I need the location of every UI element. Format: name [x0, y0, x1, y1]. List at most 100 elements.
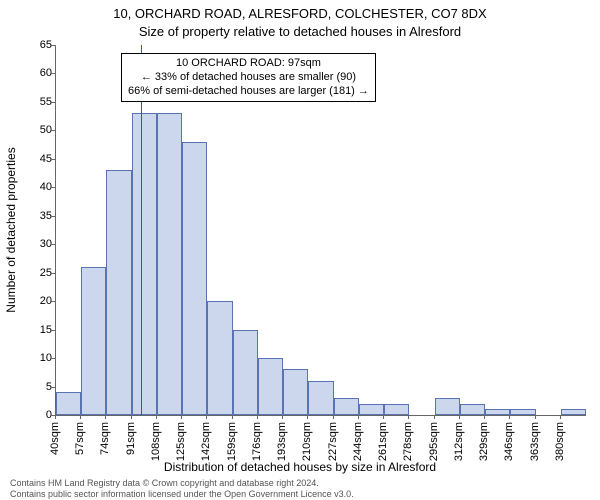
x-tick-mark: [131, 415, 132, 419]
y-tick-mark: [51, 358, 55, 359]
footer-line2: Contains public sector information licen…: [10, 489, 354, 499]
x-tick-mark: [206, 415, 207, 419]
y-tick-mark: [51, 45, 55, 46]
y-tick-mark: [51, 130, 55, 131]
y-tick-label: 5: [12, 381, 52, 393]
histogram-bar: [283, 369, 308, 415]
x-tick-mark: [383, 415, 384, 419]
y-tick-mark: [51, 273, 55, 274]
y-tick-mark: [51, 187, 55, 188]
x-tick-label: 142sqm: [200, 422, 212, 461]
histogram-bar: [435, 398, 460, 415]
y-tick-mark: [51, 159, 55, 160]
annotation-line1: 10 ORCHARD ROAD: 97sqm: [128, 57, 369, 71]
x-tick-mark: [80, 415, 81, 419]
histogram-bar: [561, 409, 586, 415]
y-tick-label: 25: [12, 267, 52, 279]
x-tick-label: 261sqm: [377, 422, 389, 461]
x-tick-mark: [156, 415, 157, 419]
y-tick-label: 0: [12, 409, 52, 421]
x-tick-label: 380sqm: [554, 422, 566, 461]
x-tick-mark: [408, 415, 409, 419]
y-tick-label: 55: [12, 96, 52, 108]
histogram-chart: 10, ORCHARD ROAD, ALRESFORD, COLCHESTER,…: [0, 0, 600, 500]
histogram-bar: [510, 409, 535, 415]
footer-line1: Contains HM Land Registry data © Crown c…: [10, 478, 319, 488]
y-tick-label: 45: [12, 153, 52, 165]
histogram-bar: [157, 113, 182, 415]
y-tick-label: 65: [12, 39, 52, 51]
plot-area: 10 ORCHARD ROAD: 97sqm ← 33% of detached…: [55, 45, 586, 416]
histogram-bar: [132, 113, 157, 415]
y-tick-mark: [51, 102, 55, 103]
histogram-bar: [334, 398, 359, 415]
x-tick-label: 108sqm: [150, 422, 162, 461]
histogram-bar: [106, 170, 131, 415]
histogram-bar: [207, 301, 232, 415]
histogram-bar: [233, 330, 258, 415]
y-tick-mark: [51, 387, 55, 388]
histogram-bar: [258, 358, 283, 415]
annotation-line3: 66% of semi-detached houses are larger (…: [128, 85, 369, 99]
y-tick-mark: [51, 244, 55, 245]
x-tick-mark: [509, 415, 510, 419]
y-tick-label: 40: [12, 181, 52, 193]
x-tick-mark: [358, 415, 359, 419]
x-tick-mark: [232, 415, 233, 419]
annotation-box: 10 ORCHARD ROAD: 97sqm ← 33% of detached…: [121, 53, 376, 102]
x-tick-label: 193sqm: [276, 422, 288, 461]
histogram-bar: [384, 404, 409, 415]
x-tick-mark: [560, 415, 561, 419]
x-tick-mark: [257, 415, 258, 419]
x-tick-mark: [307, 415, 308, 419]
x-tick-mark: [484, 415, 485, 419]
x-tick-mark: [434, 415, 435, 419]
annotation-line2: ← 33% of detached houses are smaller (90…: [128, 71, 369, 85]
x-tick-label: 91sqm: [125, 422, 137, 455]
histogram-bar: [485, 409, 510, 415]
histogram-bar: [182, 142, 207, 415]
histogram-bar: [359, 404, 384, 415]
x-tick-label: 57sqm: [74, 422, 86, 455]
chart-title-address: 10, ORCHARD ROAD, ALRESFORD, COLCHESTER,…: [0, 6, 600, 21]
y-tick-mark: [51, 330, 55, 331]
histogram-bar: [81, 267, 106, 415]
x-tick-label: 210sqm: [301, 422, 313, 461]
x-tick-mark: [55, 415, 56, 419]
x-tick-label: 40sqm: [49, 422, 61, 455]
x-tick-mark: [181, 415, 182, 419]
y-tick-label: 60: [12, 67, 52, 79]
x-tick-label: 346sqm: [503, 422, 515, 461]
x-tick-label: 176sqm: [251, 422, 263, 461]
x-tick-mark: [105, 415, 106, 419]
y-axis-label: Number of detached properties: [4, 147, 18, 312]
x-tick-label: 159sqm: [226, 422, 238, 461]
x-tick-mark: [459, 415, 460, 419]
x-tick-label: 312sqm: [453, 422, 465, 461]
y-tick-label: 30: [12, 238, 52, 250]
y-tick-mark: [51, 301, 55, 302]
x-tick-label: 74sqm: [99, 422, 111, 455]
y-tick-label: 35: [12, 210, 52, 222]
x-tick-mark: [333, 415, 334, 419]
x-tick-label: 125sqm: [175, 422, 187, 461]
histogram-bar: [460, 404, 485, 415]
y-tick-label: 50: [12, 124, 52, 136]
histogram-bar: [56, 392, 81, 415]
x-tick-label: 363sqm: [529, 422, 541, 461]
y-tick-label: 15: [12, 324, 52, 336]
y-tick-mark: [51, 216, 55, 217]
x-tick-label: 278sqm: [402, 422, 414, 461]
x-tick-label: 244sqm: [352, 422, 364, 461]
x-tick-label: 227sqm: [327, 422, 339, 461]
y-tick-label: 20: [12, 295, 52, 307]
x-tick-label: 329sqm: [478, 422, 490, 461]
chart-subtitle: Size of property relative to detached ho…: [0, 24, 600, 39]
histogram-bar: [308, 381, 333, 415]
x-tick-mark: [282, 415, 283, 419]
y-tick-label: 10: [12, 352, 52, 364]
y-tick-mark: [51, 73, 55, 74]
x-tick-label: 295sqm: [428, 422, 440, 461]
x-tick-mark: [535, 415, 536, 419]
x-axis-label: Distribution of detached houses by size …: [0, 460, 600, 474]
